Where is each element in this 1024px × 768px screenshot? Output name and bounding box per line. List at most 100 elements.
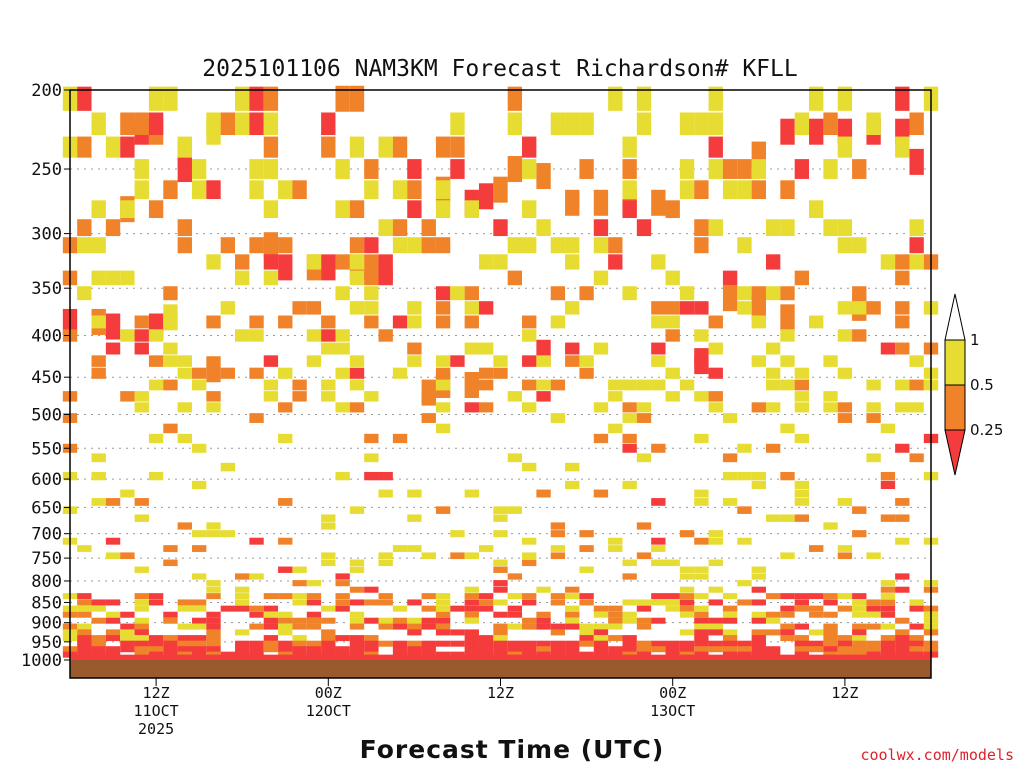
x-tick-label: 12Z	[487, 684, 514, 702]
y-tick-label-800: 800	[31, 572, 62, 592]
ri-cell	[765, 254, 781, 270]
ri-cell	[77, 286, 92, 301]
ri-cell	[565, 462, 580, 472]
ri-cell	[407, 200, 422, 219]
ri-cell	[708, 86, 723, 111]
ri-cell	[378, 559, 393, 567]
ri-cell	[536, 489, 551, 498]
ri-cell	[579, 566, 594, 573]
ri-cell	[421, 605, 436, 612]
ri-cell	[708, 629, 723, 636]
ri-cell	[737, 301, 752, 315]
ri-cell	[464, 286, 479, 301]
ri-cell	[608, 379, 623, 391]
ri-cell	[536, 640, 551, 647]
ri-cell	[909, 237, 924, 254]
ri-cell	[522, 379, 537, 391]
ri-cell	[765, 367, 781, 379]
ri-cell	[306, 640, 322, 647]
ri-cell	[306, 599, 322, 606]
ri-cell	[722, 593, 738, 600]
ri-cell	[522, 402, 537, 413]
ri-cell	[593, 640, 609, 647]
ri-cell	[263, 617, 279, 624]
ri-cell	[407, 237, 422, 254]
ri-cell	[163, 559, 178, 567]
ri-cell	[780, 611, 795, 618]
ri-cell	[694, 605, 709, 612]
ri-cell	[765, 402, 781, 413]
ri-cell	[349, 506, 365, 514]
ri-cell	[263, 605, 279, 612]
ri-cell	[550, 552, 566, 560]
ri-cell	[895, 342, 910, 355]
ri-cell	[694, 573, 709, 580]
ri-cell	[780, 593, 795, 600]
ri-cell	[622, 402, 637, 413]
ri-cell	[780, 379, 795, 391]
ri-cell	[722, 605, 738, 612]
ri-cell	[163, 286, 178, 301]
ri-cell	[722, 611, 738, 618]
ri-cell	[206, 623, 221, 630]
ri-cell	[278, 237, 293, 254]
ri-cell	[91, 646, 106, 653]
ri-cell	[220, 605, 236, 612]
ri-cell	[306, 611, 322, 618]
ri-cell	[349, 136, 365, 158]
ri-cell	[177, 646, 192, 653]
ri-cell	[91, 471, 106, 481]
ri-cell	[593, 342, 609, 355]
ri-cell	[837, 329, 853, 342]
ri-cell	[105, 646, 121, 653]
ri-cell	[177, 402, 192, 413]
ri-cell	[665, 605, 680, 612]
ri-cell	[809, 545, 824, 552]
ri-cell	[694, 629, 709, 636]
ri-cell	[407, 623, 422, 630]
ri-cell	[823, 635, 838, 642]
ri-cell	[895, 617, 910, 624]
ri-cell	[349, 254, 365, 270]
ri-cell	[349, 237, 365, 254]
ri-cell	[435, 237, 451, 254]
ri-cell	[608, 254, 623, 270]
ri-cell	[751, 286, 766, 301]
ri-cell	[349, 367, 365, 379]
ri-cell	[522, 159, 537, 179]
y-tick-label-550: 550	[31, 439, 62, 459]
ri-cell	[450, 136, 465, 158]
ri-cell	[335, 200, 350, 219]
ri-cell	[780, 552, 795, 560]
ri-cell	[550, 286, 566, 301]
ri-cell	[909, 640, 924, 647]
ri-cell	[493, 254, 508, 270]
ri-cell	[880, 646, 896, 653]
ri-cell	[206, 356, 221, 383]
ri-cell	[321, 315, 336, 329]
ri-cell	[522, 462, 537, 472]
ri-cell	[163, 379, 178, 391]
ri-cell	[263, 391, 279, 402]
ri-cell	[177, 136, 192, 158]
ri-cell	[880, 611, 896, 618]
ri-cell	[464, 315, 479, 329]
ri-cell	[809, 86, 824, 111]
ri-cell	[235, 270, 250, 286]
ri-cell	[909, 219, 924, 237]
ri-cell	[163, 180, 178, 200]
ri-cell	[306, 301, 322, 315]
ri-cell	[263, 635, 279, 642]
ri-cell	[651, 342, 666, 355]
ri-cell	[450, 629, 465, 636]
ri-cell	[364, 646, 379, 653]
ri-cell	[593, 219, 609, 237]
ri-cell	[392, 237, 408, 254]
ri-cell	[335, 342, 350, 355]
ri-cell	[751, 573, 766, 580]
ri-cell	[550, 522, 566, 530]
ri-cell	[120, 136, 135, 158]
ri-cell	[809, 646, 824, 653]
ri-cell	[823, 402, 838, 413]
ri-cell	[321, 391, 336, 402]
